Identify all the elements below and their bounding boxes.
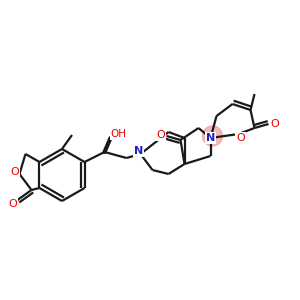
Text: O: O [156,130,165,140]
Text: O: O [270,119,279,129]
Text: O: O [10,167,19,177]
Text: N: N [206,133,215,143]
Text: O: O [236,133,245,143]
Text: O: O [8,199,17,209]
Text: OH: OH [110,129,127,139]
Text: N: N [134,146,143,156]
Ellipse shape [202,126,223,146]
